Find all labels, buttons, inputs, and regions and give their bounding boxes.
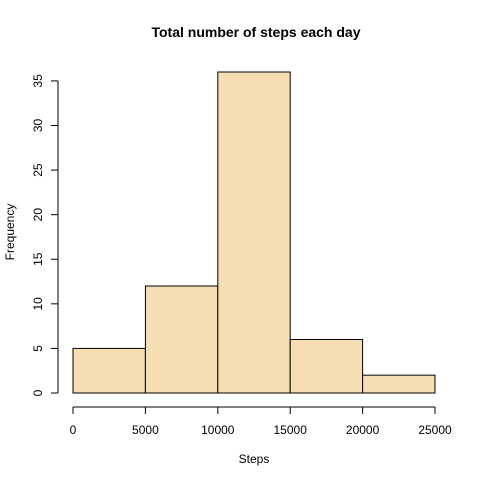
histogram-bar-1: [72, 347, 146, 394]
chart-title: Total number of steps each day: [151, 24, 360, 40]
histogram-bar-3: [217, 71, 291, 394]
x-tick-label: 10000: [201, 423, 235, 437]
x-axis-label: Steps: [239, 452, 270, 466]
y-tick-label: 0: [31, 389, 45, 396]
x-axis: 0 5000 10000 15000 20000 25000: [70, 406, 452, 437]
x-tick-label: 25000: [418, 423, 452, 437]
y-tick-label: 15: [31, 252, 45, 266]
x-tick-label: 5000: [132, 423, 159, 437]
histogram-bar-4: [289, 339, 364, 394]
histogram-bar-2: [144, 285, 219, 394]
y-tick-label: 35: [31, 74, 45, 88]
histogram-bar-5: [362, 374, 436, 394]
y-tick-label: 25: [31, 163, 45, 177]
x-tick-label: 20000: [346, 423, 380, 437]
bars-group: [72, 71, 436, 394]
y-tick-label: 30: [31, 119, 45, 133]
x-tick-label: 0: [70, 423, 77, 437]
y-tick-label: 20: [31, 208, 45, 222]
y-axis: 0 5 10 15 20 25 30 35: [31, 74, 59, 396]
y-axis-label: Frequency: [3, 204, 17, 261]
y-tick-label: 10: [31, 297, 45, 311]
x-tick-label: 15000: [274, 423, 308, 437]
y-tick-label: 5: [31, 345, 45, 352]
